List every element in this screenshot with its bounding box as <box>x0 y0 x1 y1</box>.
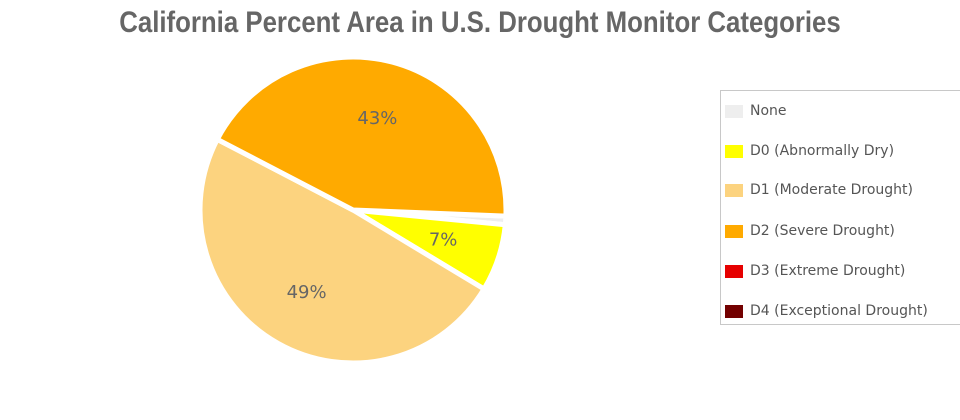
legend-label-d3: D3 (Extreme Drought) <box>750 263 906 279</box>
legend-item-none[interactable]: None <box>725 101 787 121</box>
legend: None D0 (Abnormally Dry) D1 (Moderate Dr… <box>720 90 960 325</box>
legend-label-d0: D0 (Abnormally Dry) <box>750 143 895 159</box>
legend-swatch-d0 <box>725 144 743 158</box>
legend-swatch-d4 <box>725 304 743 318</box>
legend-label-d4: D4 (Exceptional Drought) <box>750 303 928 319</box>
pie-slice-2[interactable] <box>197 136 487 366</box>
legend-item-d0[interactable]: D0 (Abnormally Dry) <box>725 141 894 161</box>
legend-swatch-d3 <box>725 264 743 278</box>
legend-label-d2: D2 (Severe Drought) <box>750 223 895 239</box>
pie-label-3: 43% <box>357 108 397 129</box>
pie-label-2: 49% <box>287 282 327 303</box>
legend-swatch-none <box>725 104 743 118</box>
legend-label-none: None <box>750 103 787 119</box>
chart-title: California Percent Area in U.S. Drought … <box>119 6 841 39</box>
legend-swatch-d1 <box>725 183 743 197</box>
legend-item-d2[interactable]: D2 (Severe Drought) <box>725 221 895 241</box>
legend-item-d4[interactable]: D4 (Exceptional Drought) <box>725 301 928 321</box>
legend-item-d3[interactable]: D3 (Extreme Drought) <box>725 261 905 281</box>
pie-slice-3[interactable] <box>214 54 509 219</box>
legend-item-d1[interactable]: D1 (Moderate Drought) <box>725 180 913 200</box>
legend-label-d1: D1 (Moderate Drought) <box>750 182 914 198</box>
pie-label-1: 7% <box>429 229 458 250</box>
legend-swatch-d2 <box>725 224 743 238</box>
